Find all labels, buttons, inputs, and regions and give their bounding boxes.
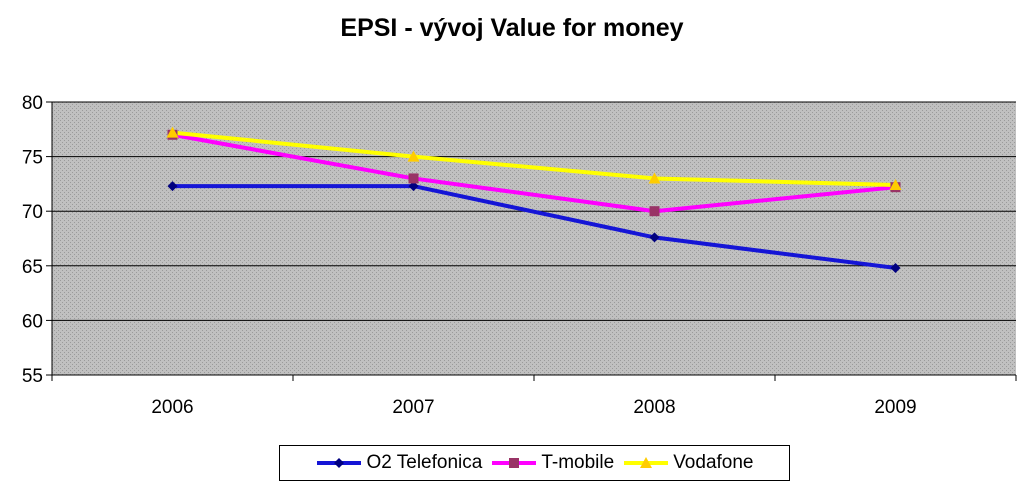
y-tick-label: 65 <box>22 257 43 278</box>
x-tick-label: 2007 <box>392 397 434 418</box>
data-point-vodafone <box>648 172 661 184</box>
data-point-vodafone <box>166 126 179 138</box>
legend-marker <box>640 457 653 468</box>
chart-plot: 55 60 65 70 75 80 2006 2007 2008 2009 <box>22 93 1017 418</box>
data-point-o2-telefonica <box>649 232 660 243</box>
y-tick-label: 70 <box>22 202 43 223</box>
y-tick-label: 75 <box>22 148 43 169</box>
data-point-t-mobile <box>408 173 419 184</box>
y-tick-label: 55 <box>22 366 43 387</box>
legend-label: Vodafone <box>673 452 754 473</box>
legend-swatch <box>624 457 669 468</box>
x-tick-label: 2009 <box>874 397 916 418</box>
y-tick-label: 80 <box>22 93 43 114</box>
data-point-o2-telefonica <box>408 181 419 192</box>
data-point-o2-telefonica <box>890 262 901 273</box>
legend-swatch <box>492 458 537 468</box>
legend: O2 Telefonica T-mobile Vodafone <box>279 445 790 481</box>
data-point-vodafone <box>889 178 902 190</box>
legend-item-o2-telefonica: O2 Telefonica <box>315 452 482 474</box>
legend-label: T-mobile <box>541 452 615 473</box>
series-line-o2-telefonica <box>172 184 896 270</box>
data-point-t-mobile <box>649 206 660 217</box>
legend-item-t-mobile: T-mobile <box>490 452 614 474</box>
x-tick-label: 2008 <box>633 397 675 418</box>
data-point-o2-telefonica <box>167 181 178 192</box>
x-tick-label: 2006 <box>151 397 193 418</box>
legend-marker <box>509 458 520 468</box>
data-point-vodafone <box>407 150 420 162</box>
series-line-vodafone <box>172 130 896 187</box>
legend-swatch <box>317 458 362 468</box>
legend-item-vodafone: Vodafone <box>622 452 754 474</box>
chart-title: EPSI - vývoj Value for money <box>340 14 684 42</box>
legend-label: O2 Telefonica <box>366 452 483 473</box>
series-line-t-mobile <box>172 132 896 214</box>
plot-area <box>52 102 1016 375</box>
y-tick-label: 60 <box>22 311 43 332</box>
legend-marker <box>334 458 345 468</box>
